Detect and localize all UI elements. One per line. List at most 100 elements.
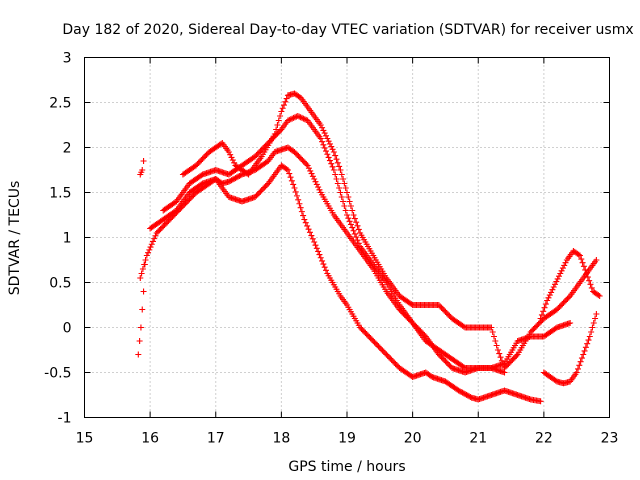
data-point <box>463 391 470 398</box>
data-point <box>354 222 361 229</box>
data-point <box>341 180 348 187</box>
data-point <box>442 358 449 365</box>
data-point <box>304 162 311 169</box>
data-point <box>199 155 206 162</box>
data-point <box>567 320 574 326</box>
data-point <box>508 358 515 365</box>
data-point <box>320 141 327 148</box>
x-tick-label: 18 <box>272 431 290 447</box>
data-point <box>510 355 517 362</box>
data-point <box>564 295 571 302</box>
data-point <box>386 354 392 361</box>
data-point <box>351 230 358 237</box>
data-point <box>260 185 266 192</box>
data-point <box>153 230 160 236</box>
data-point <box>317 122 324 128</box>
data-point <box>291 149 298 155</box>
data-point <box>140 288 147 295</box>
data-point <box>538 311 545 318</box>
data-point <box>142 257 149 263</box>
data-point <box>185 197 192 204</box>
y-tick-label: 3 <box>63 51 72 67</box>
data-point <box>304 222 311 229</box>
data-point <box>323 267 329 274</box>
data-point <box>324 151 331 158</box>
data-point <box>228 177 235 184</box>
data-point <box>312 178 319 185</box>
data-point <box>595 292 602 299</box>
data-point <box>593 257 600 263</box>
data-point <box>320 261 327 268</box>
data-point <box>164 219 171 226</box>
data-point <box>588 329 595 335</box>
data-point <box>330 167 337 173</box>
data-point <box>302 219 309 226</box>
data-point <box>147 244 154 251</box>
data-point <box>576 362 583 369</box>
data-point <box>492 338 499 344</box>
data-point <box>346 218 353 225</box>
data-point <box>383 351 390 358</box>
data-point <box>562 259 569 266</box>
data-point <box>533 323 539 330</box>
data-point <box>582 266 589 273</box>
data-point <box>588 284 595 291</box>
data-point <box>488 324 495 331</box>
satellite-track-1 <box>137 162 544 405</box>
data-point <box>537 398 544 405</box>
data-point <box>493 342 500 349</box>
data-point <box>275 129 282 136</box>
data-point <box>329 163 336 170</box>
data-point <box>273 131 280 138</box>
data-point <box>554 275 561 282</box>
data-point <box>340 198 347 205</box>
data-point <box>283 95 290 102</box>
data-point <box>376 344 383 351</box>
data-point <box>252 194 259 200</box>
data-point <box>145 249 152 256</box>
data-point <box>258 187 265 194</box>
data-point <box>363 331 370 338</box>
data-point <box>460 390 467 397</box>
data-point <box>295 153 302 160</box>
data-point <box>509 356 516 363</box>
data-point <box>584 274 591 281</box>
data-point <box>506 359 513 366</box>
data-point <box>296 154 303 161</box>
data-point <box>342 207 349 214</box>
data-point <box>254 191 261 198</box>
data-point <box>225 149 232 155</box>
data-point <box>584 340 591 347</box>
data-point <box>256 149 263 156</box>
data-point <box>393 362 400 369</box>
data-point <box>193 162 200 169</box>
grid <box>84 57 610 418</box>
data-point <box>545 294 552 301</box>
data-point <box>513 352 520 359</box>
data-point <box>587 281 594 288</box>
data-point <box>198 181 205 188</box>
data-point <box>460 364 467 371</box>
data-point <box>538 318 545 325</box>
x-tick-label: 16 <box>141 431 159 447</box>
data-point <box>338 171 345 178</box>
data-point <box>289 115 296 122</box>
data-point <box>540 308 547 315</box>
data-point <box>235 173 242 180</box>
data-point <box>321 130 328 137</box>
data-point <box>439 355 446 362</box>
data-point <box>256 189 263 196</box>
data-point <box>232 175 239 182</box>
data-point <box>237 172 244 179</box>
data-point <box>546 292 553 299</box>
data-point <box>291 114 298 121</box>
data-point <box>462 391 469 398</box>
data-point <box>382 350 389 357</box>
data-point <box>313 181 320 188</box>
data-point <box>559 265 566 272</box>
data-point <box>441 356 448 363</box>
data-point <box>321 144 328 151</box>
data-point <box>158 224 165 231</box>
data-point <box>388 356 395 363</box>
data-point <box>197 158 203 165</box>
